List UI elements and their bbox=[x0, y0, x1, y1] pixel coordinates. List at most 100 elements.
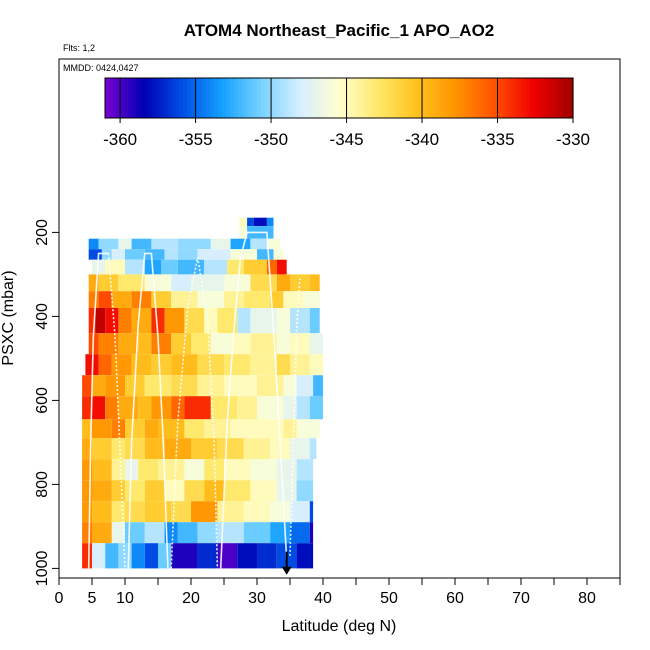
heatmap-cell bbox=[230, 238, 251, 250]
colorbar-tick-label: -340 bbox=[405, 130, 439, 149]
colorbar-segment bbox=[553, 78, 558, 118]
heatmap-cell bbox=[105, 396, 119, 420]
colorbar-segment bbox=[186, 78, 192, 118]
colorbar-segment bbox=[108, 78, 114, 118]
heatmap-cell bbox=[296, 375, 314, 397]
colorbar-segment bbox=[339, 78, 344, 118]
colorbar-segment bbox=[428, 78, 434, 118]
x-tick-label: 70 bbox=[512, 590, 530, 607]
heatmap-cell bbox=[118, 396, 139, 420]
colorbar-segment bbox=[163, 78, 168, 118]
x-axis-label: Latitude (deg N) bbox=[282, 618, 397, 635]
colorbar-segment bbox=[233, 78, 239, 118]
colorbar-segment bbox=[358, 78, 363, 118]
colorbar-segment bbox=[276, 78, 282, 118]
heatmap-cell bbox=[276, 354, 290, 376]
heatmap-cell bbox=[290, 522, 310, 544]
colorbar-segment bbox=[463, 78, 469, 118]
colorbar-segment bbox=[225, 78, 231, 118]
heatmap-cell bbox=[210, 238, 231, 250]
colorbar-segment bbox=[456, 78, 461, 118]
plot-frame bbox=[58, 58, 621, 579]
colorbar-segment bbox=[378, 78, 383, 118]
heatmap-cell bbox=[111, 438, 125, 460]
heatmap-cell bbox=[309, 354, 323, 376]
colorbar-tick-label: -360 bbox=[103, 130, 137, 149]
colorbar-segment bbox=[112, 78, 118, 118]
heatmap-cell bbox=[296, 396, 310, 420]
x-tick-label: 0 bbox=[55, 590, 64, 607]
heatmap-cell bbox=[257, 396, 284, 420]
colorbar-segment bbox=[124, 78, 129, 118]
y-tick-label: 800 bbox=[34, 471, 51, 498]
heatmap-cell bbox=[250, 274, 277, 292]
colorbar-tick-label: -335 bbox=[481, 130, 515, 149]
heatmap-cell bbox=[250, 333, 277, 355]
heatmap-cell bbox=[98, 274, 119, 292]
heatmap-cell bbox=[197, 249, 231, 260]
heatmap-cell bbox=[92, 438, 112, 460]
heatmap-cell bbox=[144, 274, 172, 292]
colorbar-segment bbox=[296, 78, 301, 118]
heatmap-cell bbox=[171, 354, 198, 376]
y-tick-label: 1000 bbox=[34, 551, 51, 587]
heatmap-cell bbox=[98, 333, 119, 355]
heatmap-cell bbox=[217, 522, 244, 544]
colorbar-segment bbox=[245, 78, 250, 118]
colorbar-segment bbox=[389, 78, 395, 118]
heatmap-cell bbox=[191, 438, 218, 460]
heatmap-cell bbox=[210, 396, 238, 420]
colorbar-segment bbox=[159, 78, 165, 118]
colorbar-segment bbox=[557, 78, 562, 118]
colorbar-segment bbox=[210, 78, 215, 118]
heatmap-cell bbox=[283, 419, 297, 439]
colorbar-segment bbox=[424, 78, 430, 118]
colorbar-tick-label: -345 bbox=[330, 130, 364, 149]
heatmap-cell bbox=[253, 217, 267, 227]
heatmap-cell bbox=[247, 217, 254, 227]
heatmap-cell bbox=[217, 543, 238, 569]
colorbar-segment bbox=[315, 78, 321, 118]
heatmap-cell bbox=[82, 480, 92, 502]
colorbar-segment bbox=[323, 78, 328, 118]
heatmap-cell bbox=[177, 259, 205, 275]
heatmap-cell bbox=[144, 522, 165, 544]
colorbar-segment bbox=[116, 78, 122, 118]
heatmap-cell bbox=[151, 291, 172, 308]
colorbar-segment bbox=[401, 78, 406, 118]
heatmap-cell bbox=[144, 438, 165, 460]
colorbar-segment bbox=[459, 78, 465, 118]
colorbar-segment bbox=[303, 78, 309, 118]
colorbar-segment bbox=[311, 78, 317, 118]
colorbar-segment bbox=[249, 78, 254, 118]
heatmap-cell bbox=[88, 238, 99, 250]
colorbar-segment bbox=[175, 78, 180, 118]
x-tick-label: 80 bbox=[578, 590, 596, 607]
colorbar-segment bbox=[487, 78, 492, 118]
colorbar-segment bbox=[471, 78, 477, 118]
heatmap-cell bbox=[224, 354, 251, 376]
heatmap-cell bbox=[171, 396, 185, 420]
heatmap-cell bbox=[290, 438, 310, 460]
heatmap-cell bbox=[204, 480, 224, 502]
colorbar-segment bbox=[229, 78, 235, 118]
heatmap-cell bbox=[270, 501, 290, 523]
y-tick-label: 600 bbox=[34, 387, 51, 414]
heatmap-cell bbox=[197, 291, 224, 308]
colorbar-segment bbox=[307, 78, 313, 118]
heatmap-cell bbox=[276, 480, 297, 502]
colorbar-segment bbox=[120, 78, 126, 118]
heatmap-cell bbox=[309, 396, 323, 420]
heatmap-cell bbox=[276, 459, 297, 481]
heatmap-cell bbox=[283, 375, 297, 397]
heatmap-cell bbox=[161, 259, 178, 275]
colorbar-segment bbox=[444, 78, 449, 118]
heatmap-cell bbox=[151, 333, 172, 355]
heatmap-cell bbox=[111, 522, 125, 544]
heatmap-cell bbox=[217, 438, 244, 460]
heatmap-cell bbox=[131, 238, 152, 250]
heatmap-cell bbox=[164, 308, 185, 334]
heatmap-cell bbox=[118, 333, 139, 355]
colorbar-segment bbox=[206, 78, 211, 118]
